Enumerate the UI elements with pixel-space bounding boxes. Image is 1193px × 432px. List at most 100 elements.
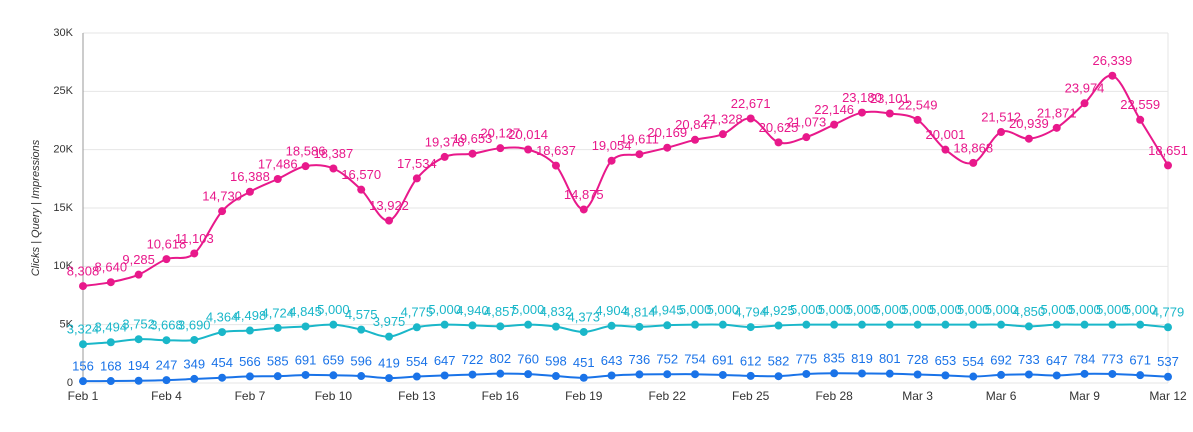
data-label: 736	[629, 352, 651, 367]
data-label: 21,871	[1037, 105, 1077, 120]
data-label: 23,180	[842, 90, 882, 105]
point	[1080, 320, 1089, 329]
data-label: 16,570	[341, 167, 381, 182]
point	[718, 370, 727, 379]
data-label: 4,575	[345, 307, 378, 322]
x-tick-label: Feb 4	[151, 389, 182, 403]
point	[830, 369, 839, 378]
data-label: 247	[156, 358, 178, 373]
point	[718, 320, 727, 329]
point	[106, 278, 115, 287]
point	[524, 145, 533, 154]
point	[1108, 71, 1117, 80]
point	[106, 377, 115, 386]
data-label: 16,388	[230, 169, 270, 184]
point	[1164, 161, 1172, 170]
data-label: 156	[72, 359, 94, 374]
point	[774, 372, 783, 381]
point	[579, 373, 588, 382]
point	[218, 328, 227, 337]
point	[524, 370, 533, 379]
point	[1136, 371, 1145, 380]
data-label: 4,373	[567, 309, 600, 324]
point	[718, 130, 727, 139]
point	[162, 336, 171, 345]
data-label: 14,875	[564, 187, 604, 202]
point	[218, 373, 227, 382]
data-label: 802	[489, 351, 511, 366]
data-label: 835	[823, 351, 845, 366]
point	[1108, 369, 1117, 378]
x-tick-label: Mar 3	[902, 389, 933, 403]
point	[273, 323, 282, 332]
data-label: 18,651	[1148, 143, 1188, 158]
data-label: 9,285	[122, 252, 155, 267]
point	[997, 370, 1006, 379]
data-label: 5,000	[1096, 302, 1129, 317]
x-tick-label: Feb 1	[68, 389, 99, 403]
data-label: 691	[712, 352, 734, 367]
point	[857, 108, 866, 117]
data-label: 4,857	[484, 304, 517, 319]
point	[218, 207, 227, 216]
data-label: 3,668	[150, 318, 183, 333]
point	[885, 109, 894, 118]
point	[106, 338, 115, 347]
data-label: 3,975	[373, 314, 406, 329]
data-label: 554	[406, 354, 428, 369]
data-label: 14,730	[202, 189, 242, 204]
data-label: 4,845	[289, 304, 322, 319]
point	[273, 174, 282, 183]
data-label: 20,169	[647, 125, 687, 140]
point	[357, 185, 366, 194]
data-label: 5,000	[1040, 302, 1073, 317]
data-label: 537	[1157, 354, 1179, 369]
point	[941, 145, 950, 154]
point	[551, 161, 560, 170]
data-label: 566	[239, 354, 261, 369]
data-label: 647	[1046, 353, 1068, 368]
point	[1024, 322, 1033, 331]
data-label: 4,498	[234, 308, 267, 323]
data-label: 760	[517, 352, 539, 367]
data-label: 10,618	[147, 237, 187, 252]
x-tick-label: Feb 28	[815, 389, 853, 403]
data-label: 5,000	[846, 302, 879, 317]
point	[885, 320, 894, 329]
point	[1024, 134, 1033, 143]
data-label: 20,014	[508, 127, 548, 142]
point	[496, 144, 505, 153]
data-label: 582	[768, 354, 790, 369]
point	[1136, 115, 1145, 124]
y-tick-label: 30K	[53, 27, 73, 39]
data-label: 659	[323, 353, 345, 368]
data-label: 26,339	[1092, 53, 1132, 68]
point	[468, 149, 477, 158]
data-label: 13,922	[369, 198, 409, 213]
point	[190, 249, 199, 258]
point	[134, 376, 143, 385]
data-label: 11,103	[175, 231, 214, 246]
point	[774, 138, 783, 147]
data-label: 647	[434, 353, 456, 368]
data-label: 5,000	[707, 302, 740, 317]
data-label: 722	[462, 352, 484, 367]
point	[385, 332, 394, 341]
y-tick-label: 5K	[60, 319, 74, 331]
data-label: 20,625	[759, 120, 799, 135]
point	[79, 340, 87, 349]
point	[1164, 323, 1172, 332]
point	[329, 164, 338, 173]
point	[691, 370, 700, 379]
data-label: 19,378	[425, 134, 465, 149]
data-label: 752	[656, 352, 678, 367]
point	[635, 150, 644, 159]
data-label: 3,324	[67, 322, 100, 337]
point	[857, 320, 866, 329]
data-label: 4,794	[734, 305, 767, 320]
data-label: 5,000	[790, 302, 823, 317]
point	[496, 322, 505, 331]
data-label: 784	[1074, 351, 1096, 366]
point	[607, 371, 616, 380]
